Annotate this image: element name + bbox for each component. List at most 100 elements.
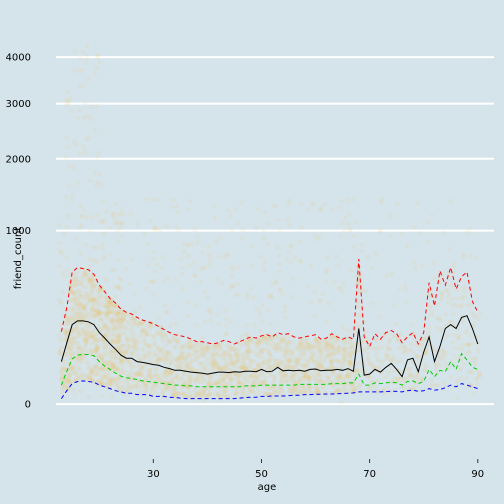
- scatter-point: [322, 379, 328, 384]
- scatter-point: [227, 357, 233, 363]
- scatter-point: [397, 285, 403, 291]
- scatter-point: [377, 314, 383, 320]
- scatter-point: [108, 252, 114, 257]
- scatter-point: [171, 394, 177, 400]
- scatter-point: [237, 381, 243, 387]
- scatter-point: [312, 233, 318, 238]
- scatter-point: [265, 241, 271, 246]
- scatter-point: [146, 343, 152, 349]
- scatter-point: [426, 239, 431, 245]
- scatter-point: [97, 317, 103, 323]
- scatter-point: [137, 357, 143, 362]
- scatter-point: [343, 380, 349, 385]
- scatter-point: [79, 279, 84, 285]
- scatter-point: [209, 360, 215, 366]
- scatter-point: [237, 365, 242, 370]
- scatter-point: [69, 346, 75, 352]
- scatter-point: [108, 376, 114, 381]
- scatter-point: [216, 393, 221, 399]
- scatter-point: [154, 360, 160, 366]
- scatter-point: [150, 197, 156, 202]
- scatter-point: [142, 383, 148, 388]
- scatter-point: [409, 322, 415, 328]
- scatter-point: [466, 333, 472, 338]
- scatter-point: [413, 264, 418, 270]
- scatter-point: [76, 279, 82, 285]
- scatter-point: [171, 388, 176, 394]
- scatter-point: [221, 363, 227, 368]
- scatter-point: [222, 389, 228, 395]
- scatter-point: [255, 353, 261, 359]
- scatter-point: [111, 331, 117, 337]
- scatter-point: [185, 300, 191, 306]
- scatter-point: [404, 243, 410, 249]
- scatter-point: [235, 353, 241, 358]
- scatter-point: [77, 225, 83, 231]
- scatter-point: [273, 203, 279, 209]
- scatter-point: [65, 319, 71, 325]
- scatter-point: [436, 280, 442, 286]
- scatter-point: [75, 326, 80, 332]
- scatter-point: [116, 309, 122, 315]
- scatter-point: [142, 388, 148, 393]
- scatter-point: [124, 348, 130, 354]
- scatter-point: [119, 385, 125, 390]
- scatter-point: [211, 347, 217, 352]
- scatter-point: [241, 381, 247, 386]
- scatter-point: [254, 342, 260, 348]
- scatter-point: [105, 299, 111, 305]
- scatter-point: [175, 375, 181, 381]
- scatter-point: [102, 346, 107, 352]
- scatter-point: [83, 242, 89, 248]
- scatter-point: [59, 375, 65, 381]
- scatter-point: [105, 305, 111, 311]
- scatter-point: [220, 358, 225, 363]
- scatter-point: [248, 374, 254, 379]
- scatter-point: [203, 392, 209, 398]
- scatter-point: [147, 343, 152, 349]
- scatter-point: [69, 197, 74, 202]
- scatter-point: [220, 393, 226, 399]
- scatter-point: [198, 366, 204, 372]
- scatter-point: [104, 209, 109, 214]
- scatter-point: [210, 356, 216, 362]
- scatter-point: [90, 332, 95, 337]
- scatter-point: [115, 345, 120, 351]
- scatter-point: [265, 336, 271, 341]
- scatter-point: [317, 234, 322, 240]
- scatter-point: [69, 352, 75, 358]
- scatter-point: [241, 363, 247, 368]
- x-tick-label: 90: [471, 469, 484, 480]
- scatter-point: [164, 383, 169, 389]
- scatter-point: [88, 334, 94, 340]
- scatter-point: [424, 348, 430, 353]
- scatter-point: [477, 372, 482, 378]
- scatter-point: [216, 321, 222, 327]
- scatter-point: [121, 348, 127, 354]
- scatter-point: [128, 369, 134, 375]
- scatter-point: [103, 373, 109, 379]
- scatter-point: [269, 333, 274, 339]
- scatter-point: [171, 385, 177, 390]
- scatter-point: [150, 387, 156, 392]
- scatter-point: [251, 340, 257, 345]
- scatter-point: [179, 376, 184, 382]
- scatter-point: [88, 306, 94, 312]
- scatter-point: [84, 294, 90, 300]
- scatter-point: [114, 315, 120, 321]
- scatter-point: [113, 201, 118, 206]
- scatter-point: [426, 325, 432, 331]
- scatter-point: [93, 302, 98, 307]
- scatter-point: [91, 368, 96, 373]
- scatter-point: [163, 349, 168, 355]
- scatter-point: [164, 309, 169, 315]
- scatter-point: [188, 343, 194, 349]
- scatter-point: [90, 302, 96, 308]
- scatter-point: [59, 383, 65, 389]
- scatter-point: [357, 311, 363, 317]
- scatter-point: [89, 367, 95, 373]
- scatter-point: [166, 362, 172, 368]
- scatter-point: [377, 364, 383, 370]
- scatter-point: [75, 180, 81, 186]
